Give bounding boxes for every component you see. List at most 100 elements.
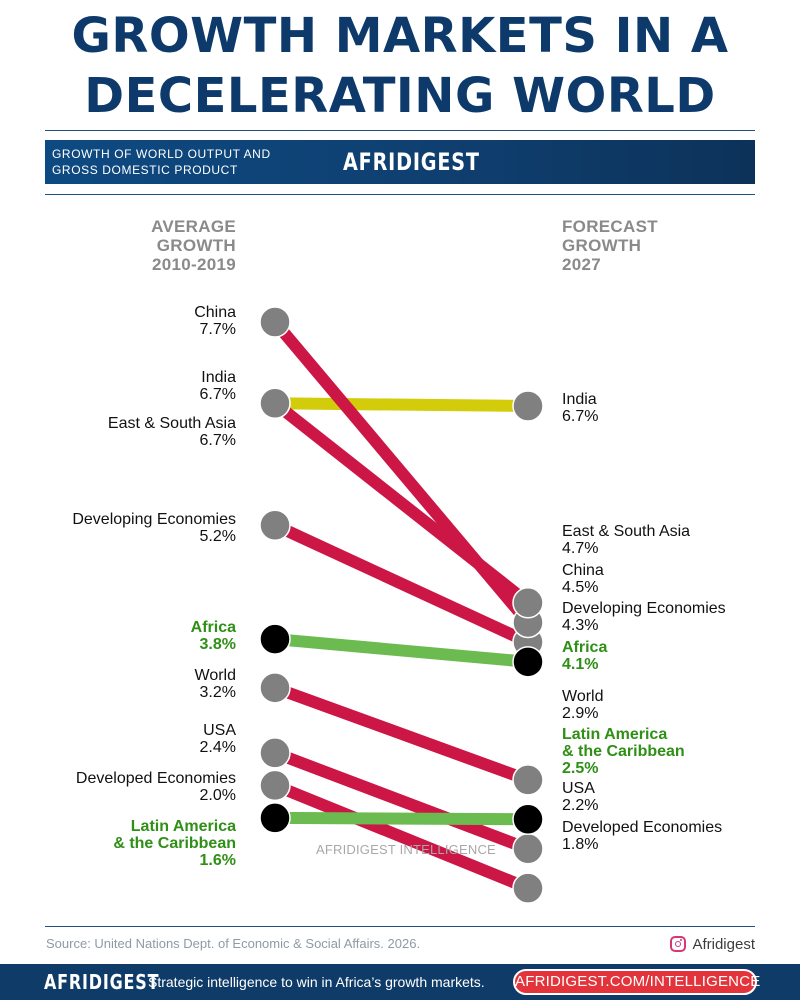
end-dot-africa	[512, 646, 544, 678]
start-dot-developed-economies	[259, 769, 291, 802]
source-note: Source: United Nations Dept. of Economic…	[46, 936, 421, 951]
slope-dots	[259, 306, 544, 904]
banner-divider	[45, 194, 755, 195]
slope-line-developing-economies	[272, 519, 531, 648]
slope-line-east-and-south-asia	[271, 398, 532, 608]
slope-line-latin-america-and-the-caribbean	[274, 811, 529, 826]
left-label-text: & the Caribbean	[113, 835, 236, 852]
left-label-text: Africa	[191, 619, 236, 636]
right-label-text: 4.1%	[562, 656, 598, 673]
social-handle[interactable]: Afridigest	[670, 934, 755, 954]
left-label-text: Developed Economies	[76, 770, 236, 787]
left-label-text: 2.4%	[200, 739, 236, 756]
slope-line-india	[274, 397, 529, 412]
footer-tagline: Strategic intelligence to win in Africa’…	[148, 974, 485, 990]
social-handle-text: Afridigest	[692, 935, 755, 953]
left-label-text: 7.7%	[200, 321, 236, 338]
left-label-text: Developing Economies	[72, 511, 236, 528]
left-label-text: 2.0%	[200, 787, 236, 804]
right-label-text: 2.2%	[562, 797, 598, 814]
left-header-line-1: AVERAGE	[151, 217, 236, 236]
right-label-text: 2.5%	[562, 760, 598, 777]
right-column-header: FORECAST GROWTH 2027	[562, 217, 658, 274]
left-label-text: 3.8%	[200, 636, 236, 653]
end-dot-world	[512, 764, 544, 796]
left-label-text: China	[194, 304, 236, 321]
right-label-text: 4.7%	[562, 540, 598, 557]
start-dot-china	[259, 306, 291, 338]
instagram-icon	[670, 936, 687, 952]
right-label-text: Africa	[562, 639, 607, 656]
right-label-text: & the Caribbean	[562, 743, 685, 760]
top-divider	[45, 130, 755, 131]
footer-bar: AFRIDIGEST Strategic intelligence to win…	[0, 964, 800, 1000]
slope-lines	[270, 318, 533, 894]
page-title: GROWTH MARKETS IN A DECELERATING WORLD	[0, 6, 800, 126]
left-column-header: AVERAGE GROWTH 2010-2019	[151, 217, 236, 274]
left-label-text: 3.2%	[200, 684, 236, 701]
right-label-text: USA	[562, 780, 595, 797]
intelligence-link-button[interactable]: AFRIDIGEST.COM/INTELLIGENCE	[513, 969, 760, 995]
right-label-text: 2.9%	[562, 705, 598, 722]
left-label-text: World	[195, 667, 237, 684]
left-header-line-3: 2010-2019	[152, 255, 236, 274]
brand-logo: AFRIDIGEST	[343, 148, 480, 176]
start-dot-developing-economies	[259, 509, 291, 541]
start-dot-africa	[259, 623, 291, 655]
left-header-line-2: GROWTH	[156, 236, 236, 255]
right-label-text: Latin America	[562, 726, 667, 743]
left-label-text: Latin America	[131, 818, 236, 835]
left-label-text: East & South Asia	[108, 415, 236, 432]
right-label-text: 6.7%	[562, 408, 598, 425]
right-label-text: 4.3%	[562, 617, 598, 634]
end-dot-latin-america-and-the-caribbean	[512, 803, 544, 836]
end-dot-usa	[512, 833, 544, 865]
right-label-text: 4.5%	[562, 579, 598, 596]
slope-line-africa	[274, 633, 529, 668]
watermark: AFRIDIGEST INTELLIGENCE	[316, 842, 496, 857]
start-dot-east-and-south-asia	[259, 387, 291, 420]
left-label-text: India	[201, 369, 236, 386]
banner-subtitle: GROWTH OF WORLD OUTPUT AND GROSS DOMESTI…	[52, 146, 271, 178]
left-label-text: 6.7%	[200, 432, 236, 449]
slope-line-usa	[272, 747, 531, 855]
right-label-text: East & South Asia	[562, 523, 690, 540]
right-label-text: World	[562, 688, 604, 705]
title-line-2: DECELERATING WORLD	[84, 68, 716, 124]
subtitle-banner: GROWTH OF WORLD OUTPUT AND GROSS DOMESTI…	[45, 140, 755, 184]
end-dot-east-and-south-asia	[512, 587, 544, 619]
subtitle-line-2: GROSS DOMESTIC PRODUCT	[52, 163, 238, 177]
right-header-line-3: 2027	[562, 255, 602, 274]
subtitle-line-1: GROWTH OF WORLD OUTPUT AND	[52, 147, 271, 161]
end-dot-developed-economies	[512, 872, 544, 904]
right-label-text: Developed Economies	[562, 819, 722, 836]
right-label-text: 1.8%	[562, 836, 598, 853]
start-dot-world	[259, 672, 291, 704]
start-dot-usa	[259, 737, 291, 769]
right-header-line-2: GROWTH	[562, 236, 642, 255]
left-label-text: 6.7%	[200, 386, 236, 403]
right-header-line-1: FORECAST	[562, 217, 658, 236]
slope-line-world	[272, 682, 531, 786]
left-label-text: 1.6%	[200, 852, 236, 869]
left-label-text: USA	[203, 722, 236, 739]
